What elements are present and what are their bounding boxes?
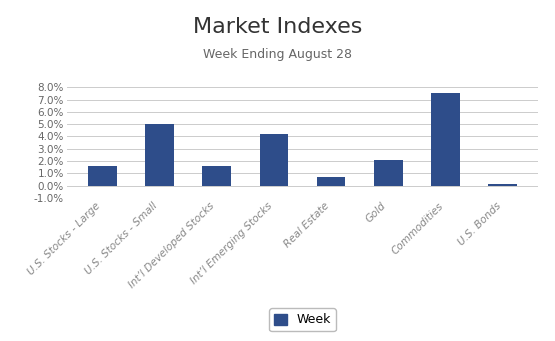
Legend: Week: Week [269,308,336,331]
Bar [88,166,117,186]
Bar [260,134,288,186]
Bar [203,166,231,186]
Bar [317,177,345,186]
Bar [374,160,402,186]
Bar [145,124,174,186]
Text: Week Ending August 28: Week Ending August 28 [203,48,352,61]
Bar [488,184,517,186]
Text: Market Indexes: Market Indexes [193,17,362,37]
Bar [431,93,460,186]
